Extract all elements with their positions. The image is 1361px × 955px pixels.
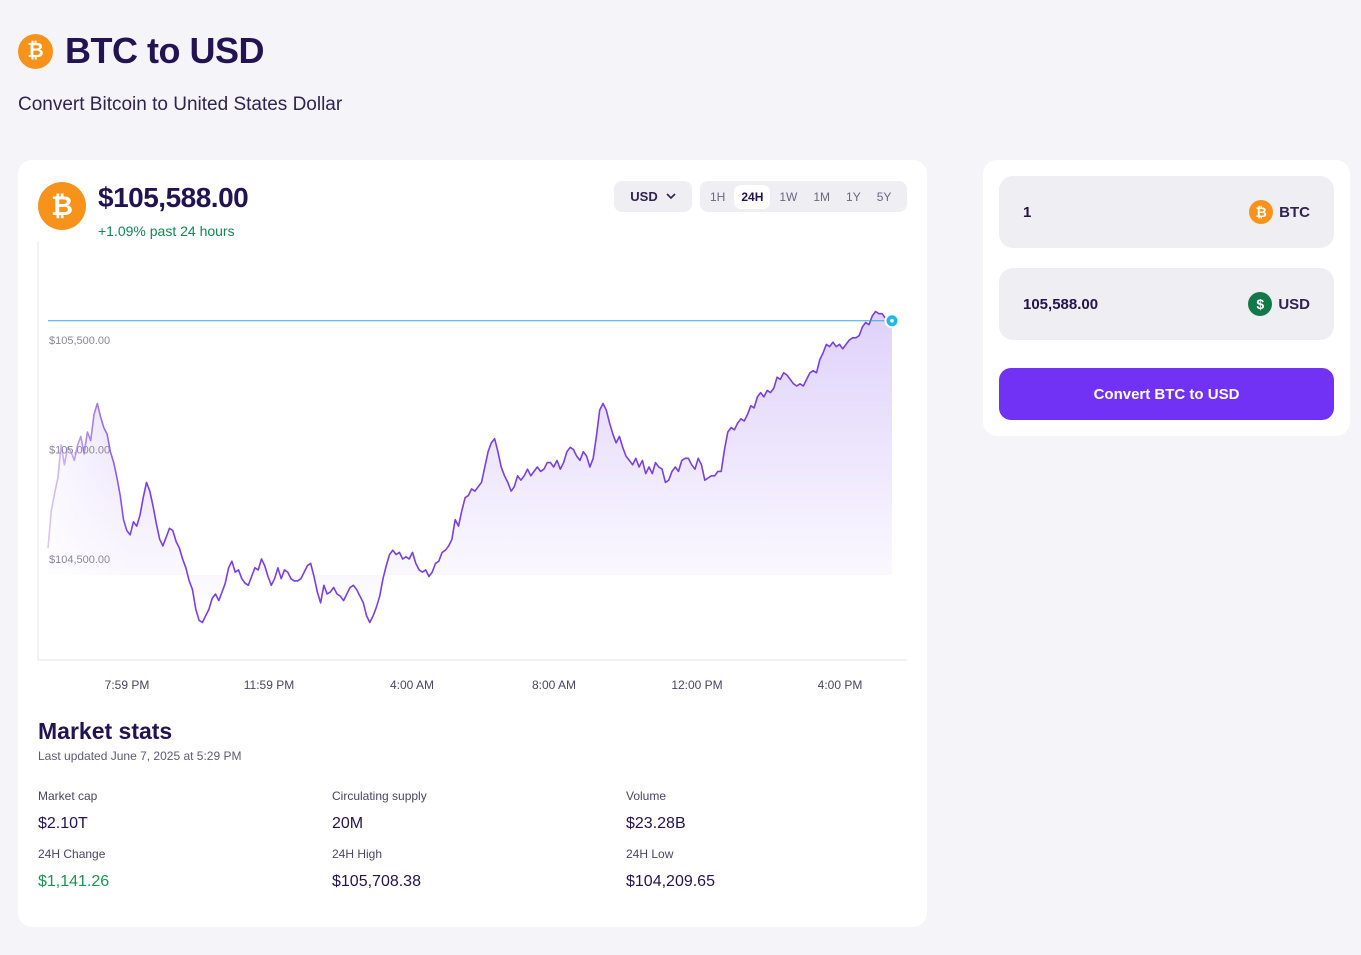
from-amount-field: ₿ BTC [999,176,1334,248]
currency-dropdown[interactable]: USD [614,181,692,212]
current-price: $105,588.00 [98,182,249,213]
tab-24h[interactable]: 24H [734,184,771,209]
page-subtitle: Convert Bitcoin to United States Dollar [18,94,343,115]
bitcoin-icon: ₿ [1249,200,1274,224]
to-amount-field: $ USD [999,268,1334,340]
stat-label: 24H Change [38,847,106,861]
stat-label: Market cap [38,789,98,803]
chart-fade [44,400,134,590]
market-stats-title: Market stats [38,718,173,744]
stat-24h-change: 24H Change $1,141.26 [38,847,332,891]
current-price-marker-dot [890,318,894,323]
stat-24h-low: 24H Low $104,209.65 [626,847,908,891]
price-area [48,311,892,623]
stat-value: $105,708.38 [332,873,421,890]
tab-1m[interactable]: 1M [813,189,831,204]
stat-circulating-supply: Circulating supply 20M [332,789,626,833]
stat-label: Circulating supply [332,789,427,803]
stat-market-cap: Market cap $2.10T [38,789,332,833]
bitcoin-icon: ₿ [38,182,86,230]
stat-24h-high: 24H High $105,708.38 [332,847,626,891]
converter-card: ₿ BTC $ USD Convert BTC to USD [983,160,1350,436]
last-updated: Last updated June 7, 2025 at 5:29 PM [38,749,242,763]
x-tick-label: 7:59 PM [105,678,150,692]
x-tick-label: 4:00 AM [390,678,434,692]
page-title: BTC to USD [65,30,264,71]
tab-5y[interactable]: 5Y [876,189,892,204]
price-chart-card: $105,500.00 $105,000.00 $104,500.00 7:59 PM… [18,160,927,927]
stat-value: $1,141.26 [38,873,110,890]
price-chart[interactable]: $105,500.00 $105,000.00 $104,500.00 7:59 PM… [18,160,927,705]
stat-value: $23.28B [626,815,686,832]
currency-label: USD [630,189,658,204]
dollar-icon: $ [1248,292,1273,316]
market-stats: Market stats Last updated June 7, 2025 a… [38,718,908,891]
to-currency[interactable]: $ USD [1248,292,1310,316]
y-tick-label: $104,500.00 [49,554,110,566]
stat-volume: Volume $23.28B [626,789,908,833]
tab-1w[interactable]: 1W [779,189,798,204]
convert-button[interactable]: Convert BTC to USD [999,368,1334,420]
stat-value: 20M [332,815,364,832]
x-tick-label: 8:00 AM [532,678,576,692]
x-tick-label: 11:59 PM [244,678,294,692]
tab-1y[interactable]: 1Y [846,189,861,204]
usd-amount-input[interactable] [1023,295,1223,313]
price-line [47,310,893,624]
bitcoin-icon: ₿ [18,33,53,69]
to-currency-label: USD [1278,295,1310,313]
y-tick-label: $105,500.00 [49,335,110,347]
from-currency[interactable]: ₿ BTC [1249,200,1310,224]
btc-amount-input[interactable] [1023,203,1223,221]
tab-1h[interactable]: 1H [710,189,726,204]
from-currency-label: BTC [1279,203,1310,221]
price-change: +1.09% past 24 hours [98,223,235,239]
stat-label: Volume [626,789,667,803]
stat-label: 24H Low [626,847,674,861]
stat-value: $104,209.65 [626,873,715,890]
price-block: ₿ $105,588.00 +1.09% past 24 hours [38,182,249,239]
x-tick-label: 4:00 PM [818,678,863,692]
chevron-down-icon [666,193,676,200]
x-tick-label: 12:00 PM [671,678,722,692]
range-tabs: 1H 24H 1W 1M 1Y 5Y [700,181,907,212]
page-header: ₿ BTC to USD [18,30,264,72]
stat-label: 24H High [332,847,383,861]
stat-value: $2.10T [38,815,88,832]
y-tick-label: $105,000.00 [49,445,110,457]
